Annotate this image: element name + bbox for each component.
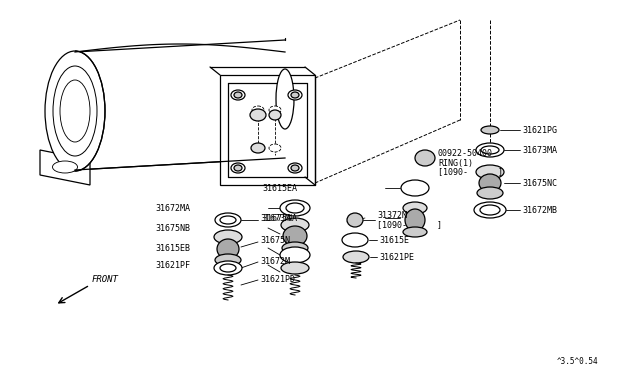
Ellipse shape <box>291 165 299 171</box>
Ellipse shape <box>343 251 369 263</box>
Ellipse shape <box>251 143 265 153</box>
Text: 31621PD: 31621PD <box>260 276 295 285</box>
Ellipse shape <box>215 213 241 227</box>
Ellipse shape <box>234 92 242 98</box>
Polygon shape <box>220 75 315 185</box>
Text: [1090-      ]: [1090- ] <box>438 167 503 176</box>
Text: 31621PF: 31621PF <box>155 260 190 269</box>
Text: 31615E: 31615E <box>379 235 409 244</box>
Ellipse shape <box>282 242 308 254</box>
Ellipse shape <box>476 165 504 179</box>
Ellipse shape <box>288 90 302 100</box>
Text: 31672MA: 31672MA <box>155 203 190 212</box>
Ellipse shape <box>403 227 427 237</box>
Ellipse shape <box>415 150 435 166</box>
Text: 31675NB: 31675NB <box>155 224 190 232</box>
Ellipse shape <box>220 216 236 224</box>
Ellipse shape <box>403 202 427 214</box>
Ellipse shape <box>481 146 499 154</box>
Text: 31673M: 31673M <box>260 214 290 222</box>
Ellipse shape <box>281 218 309 232</box>
Ellipse shape <box>269 144 281 152</box>
Text: 31673MA: 31673MA <box>522 145 557 154</box>
Ellipse shape <box>252 144 264 152</box>
Ellipse shape <box>215 254 241 266</box>
Ellipse shape <box>283 226 307 246</box>
Ellipse shape <box>481 126 499 134</box>
Text: 31675NA: 31675NA <box>262 214 297 222</box>
Text: 31621PE: 31621PE <box>379 253 414 262</box>
Ellipse shape <box>280 200 310 216</box>
Ellipse shape <box>401 180 429 196</box>
Text: ^3.5^0.54: ^3.5^0.54 <box>556 357 598 366</box>
Text: 31672MB: 31672MB <box>522 205 557 215</box>
Ellipse shape <box>220 264 236 272</box>
Ellipse shape <box>286 203 304 213</box>
Text: 31675N: 31675N <box>260 235 290 244</box>
Ellipse shape <box>342 233 368 247</box>
Ellipse shape <box>52 161 77 173</box>
Ellipse shape <box>53 66 97 156</box>
Text: 31615EA: 31615EA <box>262 183 297 192</box>
Ellipse shape <box>234 165 242 171</box>
Ellipse shape <box>281 262 309 274</box>
Ellipse shape <box>474 202 506 218</box>
Ellipse shape <box>231 90 245 100</box>
Ellipse shape <box>476 143 504 157</box>
Text: 31672M: 31672M <box>260 257 290 266</box>
Ellipse shape <box>479 174 501 192</box>
Polygon shape <box>40 150 90 185</box>
Ellipse shape <box>250 109 266 121</box>
Text: 00922-50400: 00922-50400 <box>438 148 493 157</box>
Ellipse shape <box>214 230 242 244</box>
Ellipse shape <box>231 163 245 173</box>
Text: [1090-      ]: [1090- ] <box>377 221 442 230</box>
Ellipse shape <box>288 163 302 173</box>
Ellipse shape <box>276 69 294 129</box>
Ellipse shape <box>477 187 503 199</box>
Text: 31615EB: 31615EB <box>155 244 190 253</box>
Ellipse shape <box>45 51 105 171</box>
Ellipse shape <box>269 106 281 114</box>
Text: FRONT: FRONT <box>92 276 119 285</box>
Ellipse shape <box>217 239 239 259</box>
Text: 31675NC: 31675NC <box>522 179 557 187</box>
Text: 31372M: 31372M <box>377 211 407 219</box>
Ellipse shape <box>291 92 299 98</box>
Ellipse shape <box>252 106 264 114</box>
Ellipse shape <box>480 205 500 215</box>
Ellipse shape <box>347 213 363 227</box>
Ellipse shape <box>60 80 90 142</box>
Ellipse shape <box>280 247 310 263</box>
Ellipse shape <box>214 261 242 275</box>
Ellipse shape <box>269 110 281 120</box>
Text: 31621PG: 31621PG <box>522 125 557 135</box>
Ellipse shape <box>405 209 425 231</box>
Text: RING(1): RING(1) <box>438 158 473 167</box>
